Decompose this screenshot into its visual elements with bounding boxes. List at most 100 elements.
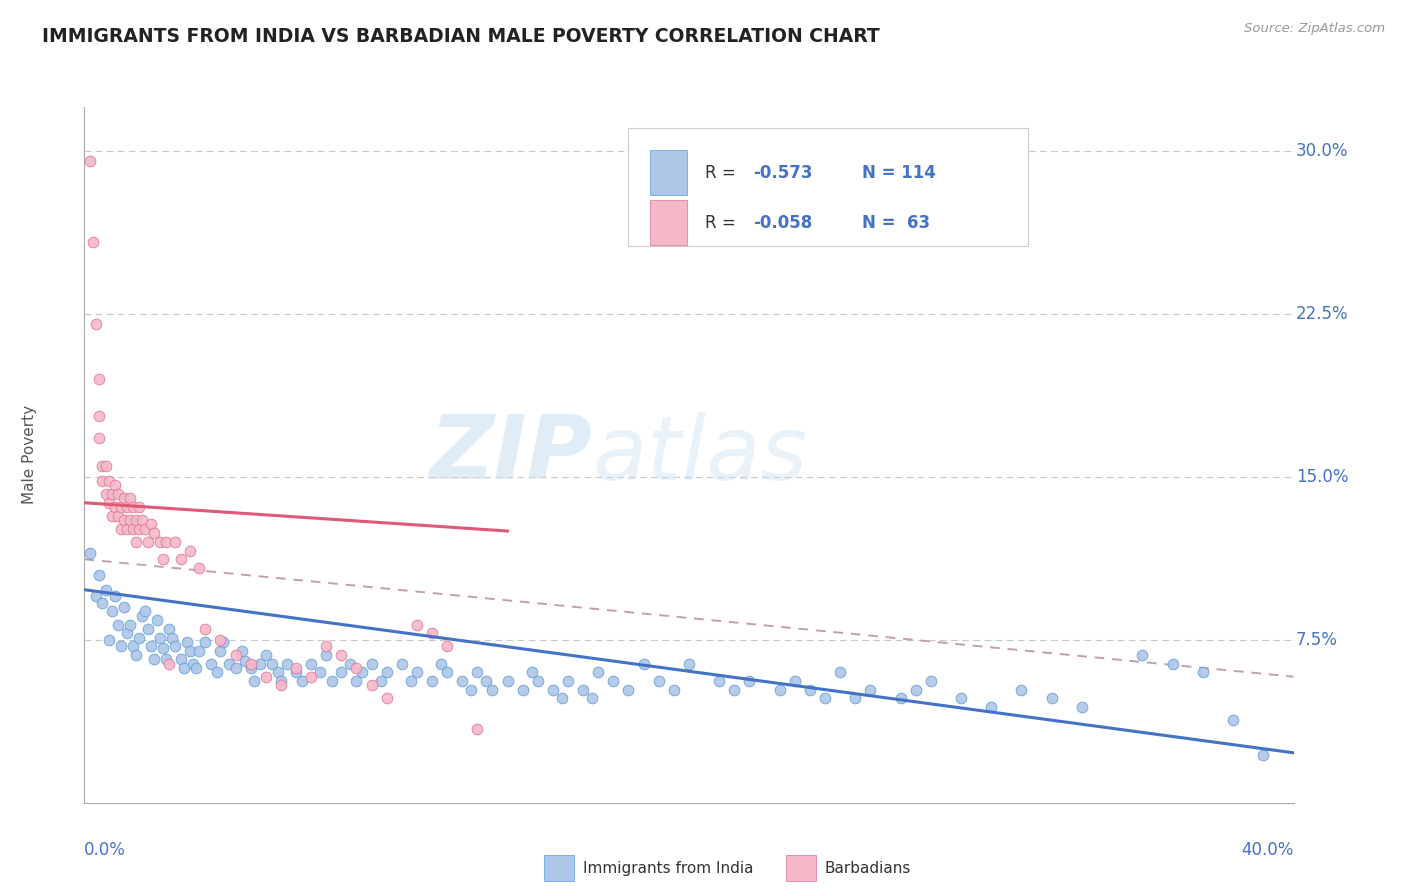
Point [115,500,138,514]
FancyBboxPatch shape [544,855,574,881]
Point [139,639,162,653]
Point [139,517,162,532]
Point [176,635,198,649]
Point [218,657,240,671]
Point [1040,691,1063,706]
Point [920,674,942,689]
Point [104,500,127,514]
Point [194,635,217,649]
Point [134,605,156,619]
Point [212,635,235,649]
Point [267,665,290,680]
Point [890,691,912,706]
Point [270,674,292,689]
Point [86,318,108,332]
Point [97,474,120,488]
Point [131,513,153,527]
Point [588,665,610,680]
Point [526,674,548,689]
Point [375,665,398,680]
Point [360,657,382,671]
Point [284,661,308,675]
Point [100,508,122,523]
Point [541,682,564,697]
Point [121,522,143,536]
Point [391,657,413,671]
Point [186,661,208,675]
Point [460,682,482,697]
Point [97,496,120,510]
Point [309,665,332,680]
Point [512,682,534,697]
Text: 40.0%: 40.0% [1241,841,1294,859]
Text: ZIP: ZIP [429,411,592,499]
Text: -0.573: -0.573 [754,164,813,182]
Point [200,657,222,671]
Point [330,665,353,680]
Point [678,657,700,671]
Point [181,657,204,671]
Point [118,491,141,506]
Point [110,639,132,653]
Point [225,661,247,675]
Point [155,535,177,549]
Point [572,682,595,697]
Point [315,648,337,662]
Point [157,622,180,636]
Point [112,513,135,527]
Point [149,631,172,645]
Point [173,661,195,675]
Point [89,567,111,582]
Point [231,643,253,657]
Point [783,674,806,689]
FancyBboxPatch shape [650,200,686,245]
Point [163,639,186,653]
Point [451,674,474,689]
Point [125,648,148,662]
Point [79,546,101,560]
Point [118,513,141,527]
Point [86,589,108,603]
Point [1161,657,1184,671]
Point [170,552,193,566]
Point [617,682,640,697]
Point [91,474,114,488]
Point [125,513,148,527]
Text: IMMIGRANTS FROM INDIA VS BARBADIAN MALE POVERTY CORRELATION CHART: IMMIGRANTS FROM INDIA VS BARBADIAN MALE … [42,27,880,45]
Point [370,674,392,689]
Point [436,639,458,653]
Point [121,500,143,514]
Point [97,632,120,647]
Point [188,643,211,657]
Point [89,409,111,423]
Point [118,617,141,632]
Point [104,478,127,492]
Point [830,665,852,680]
Point [89,431,111,445]
Point [91,596,114,610]
Point [1130,648,1153,662]
Point [557,674,579,689]
Text: Barbadians: Barbadians [824,862,911,877]
Point [260,657,283,671]
Point [136,535,159,549]
Point [233,655,256,669]
Point [520,665,543,680]
Point [1010,682,1032,697]
Point [284,665,308,680]
Point [115,626,138,640]
Point [581,691,603,706]
FancyBboxPatch shape [786,855,815,881]
Text: Immigrants from India: Immigrants from India [582,862,754,877]
Point [179,643,201,657]
Point [152,552,174,566]
Point [352,665,374,680]
Point [420,626,443,640]
Point [276,657,298,671]
Point [134,522,156,536]
Point [291,674,314,689]
Point [107,487,129,501]
Point [163,535,186,549]
Point [207,665,229,680]
Point [481,682,503,697]
